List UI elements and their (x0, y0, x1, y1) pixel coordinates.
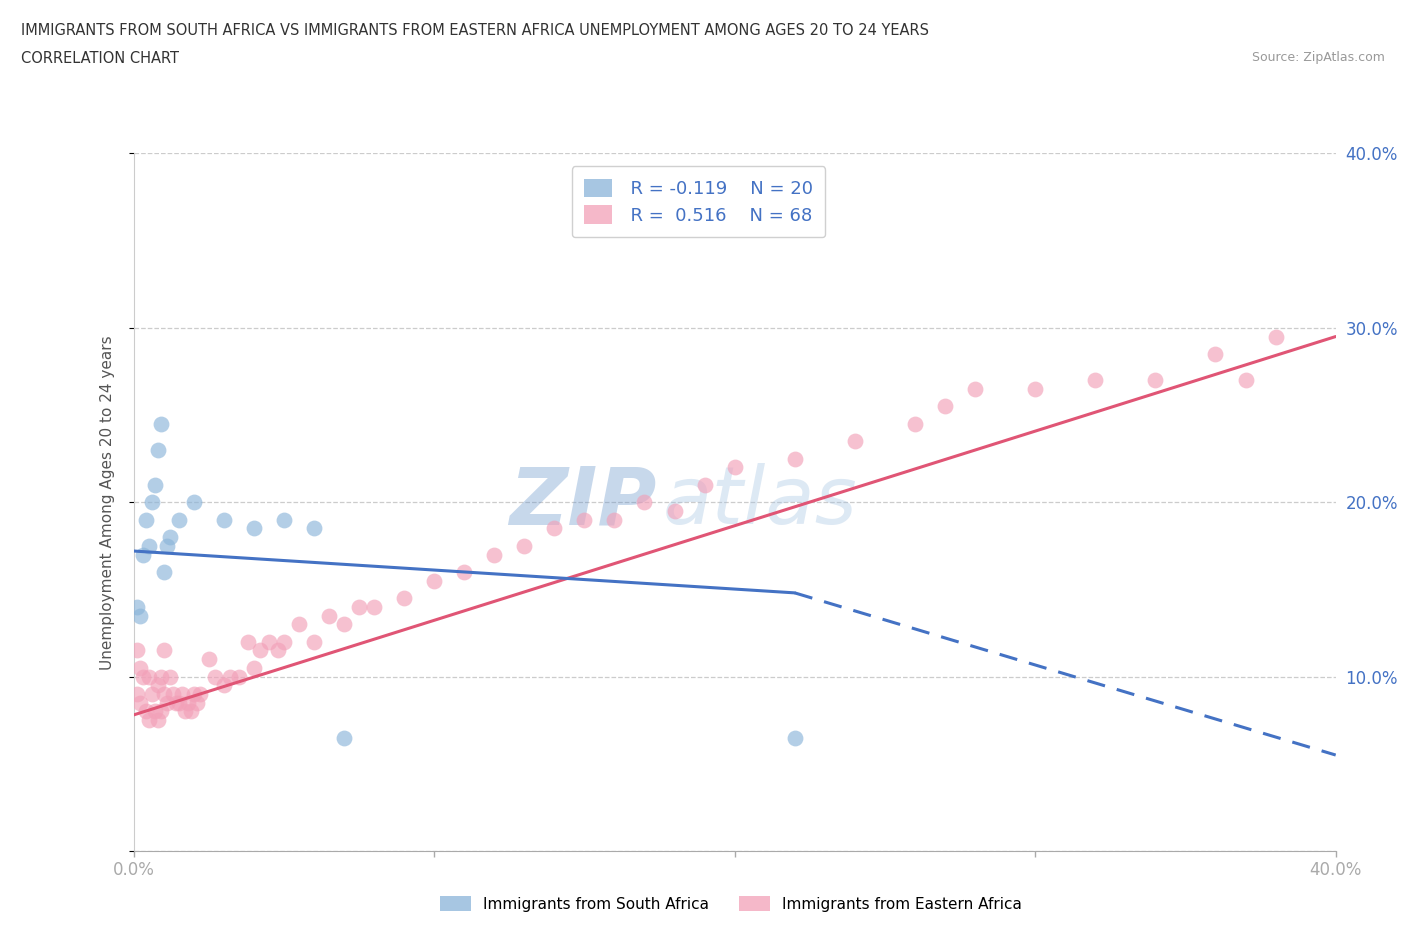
Point (228, 670, 250, 684)
Point (152, 643, 174, 658)
Point (934, 399, 956, 414)
Point (125, 686, 148, 701)
Point (633, 495, 655, 510)
Point (453, 565, 475, 579)
Point (302, 634, 325, 649)
Legend:   R = -0.119    N = 20,   R =  0.516    N = 68: R = -0.119 N = 20, R = 0.516 N = 68 (572, 166, 825, 237)
Point (176, 696, 198, 711)
Point (149, 670, 172, 684)
Point (212, 512, 235, 527)
Point (143, 704, 166, 719)
Point (128, 696, 150, 711)
Point (318, 608, 340, 623)
Point (141, 495, 163, 510)
Point (723, 460, 745, 475)
Point (543, 521, 565, 536)
Point (574, 512, 596, 527)
Point (167, 696, 190, 711)
Point (347, 600, 370, 615)
Point (392, 591, 415, 605)
Point (965, 381, 987, 396)
Point (141, 686, 163, 701)
Point (170, 686, 193, 701)
Point (165, 696, 187, 711)
Text: IMMIGRANTS FROM SOUTH AFRICA VS IMMIGRANTS FROM EASTERN AFRICA UNEMPLOYMENT AMON: IMMIGRANTS FROM SOUTH AFRICA VS IMMIGRAN… (21, 23, 929, 38)
Text: atlas: atlas (662, 463, 858, 541)
Text: ZIP: ZIP (509, 463, 657, 541)
Point (128, 660, 150, 675)
Point (218, 670, 240, 684)
Point (267, 643, 290, 658)
Point (135, 512, 157, 527)
Point (146, 712, 169, 727)
Point (363, 600, 385, 615)
Point (149, 704, 172, 719)
Point (273, 634, 295, 649)
Point (904, 417, 927, 432)
Point (159, 670, 181, 684)
Point (257, 634, 280, 649)
Point (783, 730, 806, 745)
Point (1234, 373, 1257, 388)
Point (152, 686, 174, 701)
Point (152, 565, 174, 579)
Y-axis label: Unemployment Among Ages 20 to 24 years: Unemployment Among Ages 20 to 24 years (100, 335, 115, 670)
Point (131, 670, 153, 684)
Point (138, 670, 160, 684)
Text: Source: ZipAtlas.com: Source: ZipAtlas.com (1251, 51, 1385, 64)
Point (693, 477, 716, 492)
Point (188, 686, 211, 701)
Point (131, 547, 153, 562)
Point (180, 704, 202, 719)
Point (159, 530, 181, 545)
Point (783, 451, 806, 466)
Point (236, 634, 259, 649)
Point (1264, 329, 1286, 344)
Point (146, 678, 169, 693)
Point (844, 433, 866, 448)
Point (183, 686, 205, 701)
Point (146, 443, 169, 458)
Point (1084, 373, 1107, 388)
Point (149, 417, 172, 432)
Point (156, 538, 179, 553)
Point (1024, 381, 1046, 396)
Point (513, 538, 536, 553)
Point (423, 573, 446, 588)
Point (125, 600, 148, 615)
Point (162, 686, 184, 701)
Point (128, 608, 150, 623)
Point (125, 643, 148, 658)
Point (243, 660, 266, 675)
Point (197, 652, 219, 667)
Point (273, 512, 295, 527)
Point (484, 547, 506, 562)
Point (243, 521, 266, 536)
Point (664, 503, 686, 518)
Point (603, 512, 626, 527)
Point (204, 670, 226, 684)
Point (288, 617, 311, 631)
Point (302, 521, 325, 536)
Point (138, 538, 160, 553)
Point (249, 643, 271, 658)
Point (333, 617, 356, 631)
Point (143, 477, 166, 492)
Point (1204, 347, 1226, 362)
Point (173, 704, 195, 719)
Point (212, 678, 235, 693)
Point (183, 495, 205, 510)
Point (138, 712, 160, 727)
Point (333, 730, 356, 745)
Point (167, 512, 190, 527)
Point (1144, 373, 1167, 388)
Legend: Immigrants from South Africa, Immigrants from Eastern Africa: Immigrants from South Africa, Immigrants… (434, 890, 1028, 918)
Point (186, 696, 208, 711)
Text: CORRELATION CHART: CORRELATION CHART (21, 51, 179, 66)
Point (156, 696, 179, 711)
Point (135, 704, 157, 719)
